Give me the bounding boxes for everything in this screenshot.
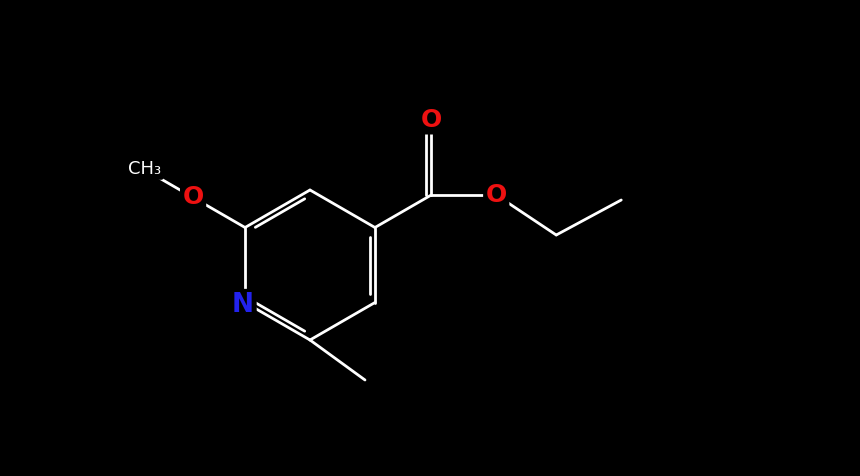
Text: O: O <box>182 186 204 209</box>
Text: CH₃: CH₃ <box>128 160 162 178</box>
Text: O: O <box>421 108 442 132</box>
Text: N: N <box>232 291 254 317</box>
Text: O: O <box>486 183 507 207</box>
